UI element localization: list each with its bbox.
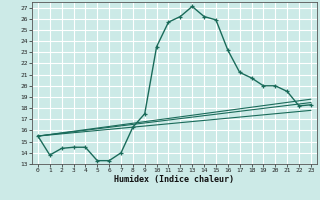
X-axis label: Humidex (Indice chaleur): Humidex (Indice chaleur) bbox=[115, 175, 234, 184]
